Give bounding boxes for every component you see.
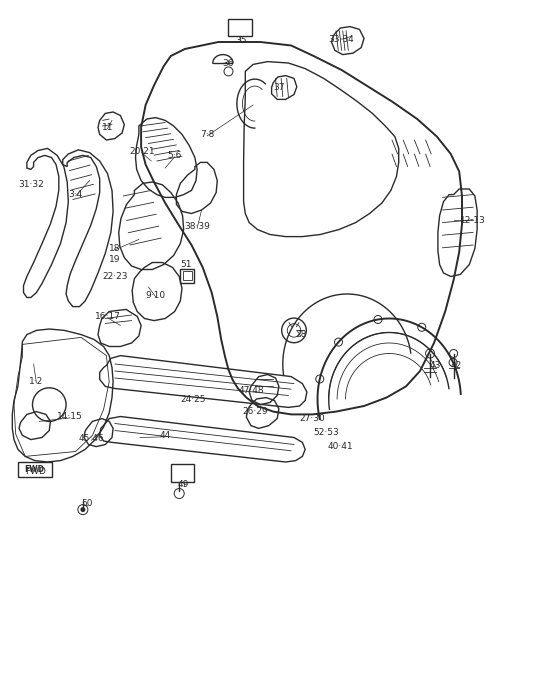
Text: 26·29: 26·29 xyxy=(242,407,268,416)
Text: 50: 50 xyxy=(81,500,92,508)
Bar xyxy=(18,462,52,477)
Text: FWD: FWD xyxy=(25,467,46,475)
Text: 43: 43 xyxy=(430,361,441,370)
Bar xyxy=(171,464,194,482)
Text: 20·21: 20·21 xyxy=(129,147,155,155)
Text: 1·2: 1·2 xyxy=(29,377,44,386)
Text: 24·25: 24·25 xyxy=(180,395,206,403)
Text: 40·41: 40·41 xyxy=(328,442,353,451)
Text: 42: 42 xyxy=(451,361,462,370)
Text: 22·23: 22·23 xyxy=(102,272,128,281)
Text: 28: 28 xyxy=(295,330,306,339)
Text: 37: 37 xyxy=(273,83,284,92)
Text: FWD: FWD xyxy=(25,466,45,474)
Text: 35: 35 xyxy=(235,36,246,45)
Text: 47·48: 47·48 xyxy=(238,386,264,395)
Text: 14·15: 14·15 xyxy=(57,412,83,421)
Text: 16·17: 16·17 xyxy=(95,312,120,321)
Text: 5·6: 5·6 xyxy=(167,151,182,160)
Text: 27·30: 27·30 xyxy=(300,414,325,423)
Text: 19: 19 xyxy=(109,255,120,263)
Text: 11: 11 xyxy=(102,123,113,132)
Text: 7·8: 7·8 xyxy=(200,130,214,139)
Text: 52·53: 52·53 xyxy=(313,428,339,437)
Text: 12·13: 12·13 xyxy=(460,216,486,225)
Text: 51: 51 xyxy=(180,260,192,269)
Text: 33·34: 33·34 xyxy=(329,35,354,43)
Bar xyxy=(183,271,192,280)
Text: 45·46: 45·46 xyxy=(78,435,104,443)
Text: 18: 18 xyxy=(109,244,120,253)
Text: 49: 49 xyxy=(178,480,189,489)
Text: 31·32: 31·32 xyxy=(18,181,44,189)
Text: 3·4: 3·4 xyxy=(68,190,83,199)
Text: 36: 36 xyxy=(223,59,234,67)
Text: 44: 44 xyxy=(160,431,171,440)
Bar xyxy=(180,269,194,283)
Text: 9·10: 9·10 xyxy=(146,291,166,300)
Text: 38·39: 38·39 xyxy=(184,223,210,231)
Circle shape xyxy=(81,507,85,512)
Bar xyxy=(228,19,252,36)
